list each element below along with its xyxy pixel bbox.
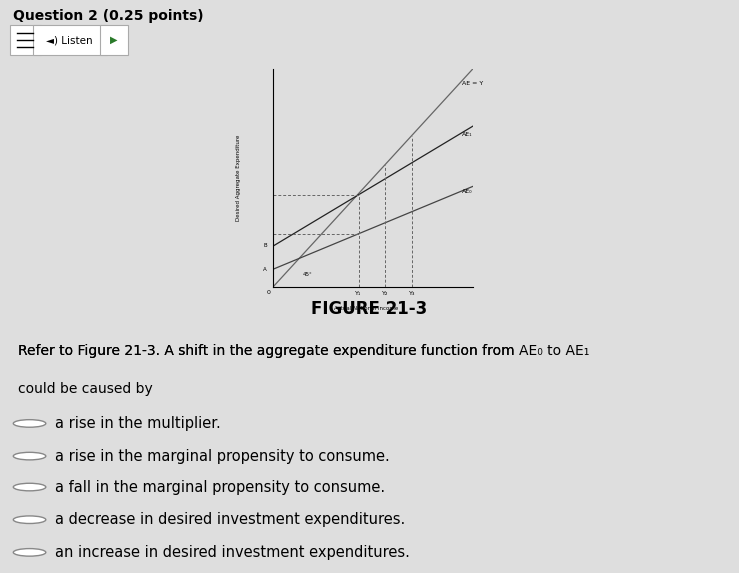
Text: 45°: 45°: [303, 272, 313, 277]
Circle shape: [13, 483, 46, 491]
Circle shape: [13, 516, 46, 524]
Text: AE = Y: AE = Y: [463, 81, 483, 86]
Text: Y₂: Y₂: [382, 291, 389, 296]
Text: FIGURE 21-3: FIGURE 21-3: [311, 300, 428, 319]
Text: Actual National Income: Actual National Income: [335, 306, 398, 311]
FancyBboxPatch shape: [100, 25, 128, 54]
Text: a rise in the marginal propensity to consume.: a rise in the marginal propensity to con…: [55, 449, 390, 464]
Text: a rise in the multiplier.: a rise in the multiplier.: [55, 416, 221, 431]
Text: AE₀: AE₀: [463, 189, 473, 194]
Text: A: A: [263, 266, 267, 272]
Text: Y₁: Y₁: [355, 291, 362, 296]
Text: could be caused by: could be caused by: [18, 382, 153, 396]
FancyBboxPatch shape: [33, 25, 107, 54]
Circle shape: [13, 452, 46, 460]
Text: an increase in desired investment expenditures.: an increase in desired investment expend…: [55, 545, 410, 560]
Circle shape: [13, 419, 46, 427]
Text: ▶: ▶: [110, 35, 118, 45]
Text: ◄) Listen: ◄) Listen: [46, 35, 93, 45]
Text: Y₃: Y₃: [409, 291, 415, 296]
Text: AE₁: AE₁: [463, 132, 473, 136]
Text: a decrease in desired investment expenditures.: a decrease in desired investment expendi…: [55, 512, 406, 527]
Text: 0: 0: [266, 290, 270, 295]
FancyBboxPatch shape: [10, 25, 41, 54]
Text: Desired Aggregate Expenditure: Desired Aggregate Expenditure: [236, 135, 242, 221]
Text: B: B: [263, 244, 267, 248]
Text: Refer to Figure 21-3. A shift in the aggregate expenditure function from AE₀ to : Refer to Figure 21-3. A shift in the agg…: [18, 344, 590, 358]
Circle shape: [13, 548, 46, 556]
Text: Question 2 (0.25 points): Question 2 (0.25 points): [13, 9, 204, 22]
Text: a fall in the marginal propensity to consume.: a fall in the marginal propensity to con…: [55, 480, 386, 494]
Text: Refer to Figure 21-3. A shift in the aggregate expenditure function from: Refer to Figure 21-3. A shift in the agg…: [18, 344, 520, 358]
